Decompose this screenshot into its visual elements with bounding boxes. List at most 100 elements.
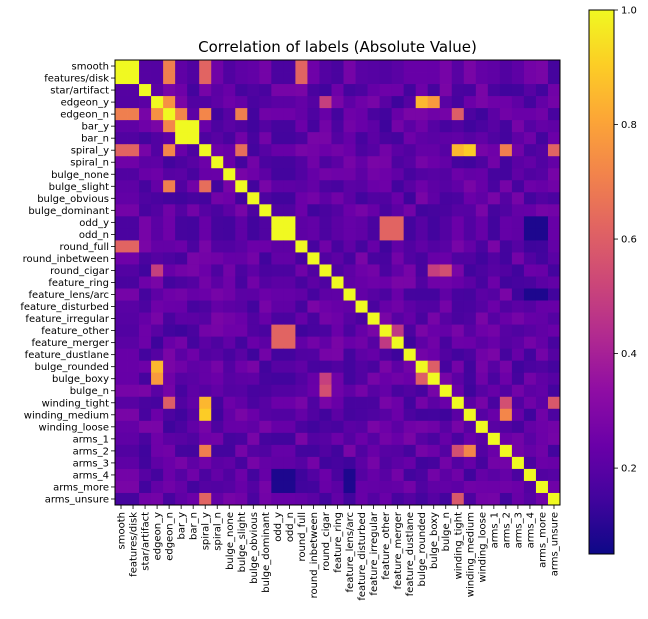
heatmap-cell: [187, 108, 200, 121]
heatmap-cell: [391, 276, 405, 289]
heatmap-cell: [319, 168, 332, 181]
heatmap-cell: [535, 216, 549, 229]
heatmap-cell: [139, 180, 152, 193]
heatmap-cell: [307, 312, 320, 325]
heatmap-cell: [451, 204, 465, 217]
y-tick-label: spiral_n: [70, 158, 109, 169]
x-tick-label: feature_dustlane: [405, 512, 416, 596]
heatmap-cell: [523, 444, 537, 458]
heatmap-cell: [427, 348, 441, 362]
heatmap-cell: [139, 252, 152, 265]
heatmap-cell: [199, 444, 212, 458]
heatmap-cell: [379, 84, 393, 97]
heatmap-cell: [295, 204, 308, 217]
heatmap-cell: [415, 84, 429, 97]
heatmap-cell: [511, 120, 525, 133]
heatmap-cell: [283, 72, 296, 85]
heatmap-cell: [319, 420, 332, 434]
heatmap-cell: [235, 456, 248, 470]
heatmap-cell: [379, 108, 393, 121]
heatmap-cell: [535, 192, 549, 205]
heatmap-cell: [331, 84, 344, 97]
heatmap-cell: [511, 348, 525, 362]
heatmap-cell: [547, 372, 561, 386]
chart-title: Correlation of labels (Absolute Value): [198, 38, 477, 56]
heatmap-cell: [403, 264, 417, 277]
heatmap-cell: [343, 468, 356, 482]
heatmap-cell: [511, 324, 525, 338]
heatmap-cell: [331, 132, 344, 145]
heatmap-cell: [499, 492, 513, 506]
heatmap-cell: [415, 420, 429, 434]
heatmap-cell: [319, 492, 332, 506]
heatmap-cell: [223, 396, 236, 410]
heatmap-cell: [331, 180, 344, 193]
heatmap-cell: [115, 384, 128, 398]
x-tick-label: feature_lens/arc: [345, 512, 356, 592]
y-tick-label: bulge_slight: [49, 182, 109, 193]
heatmap-cell: [439, 372, 453, 386]
heatmap-cell: [511, 276, 525, 289]
heatmap-cell: [391, 300, 405, 313]
heatmap-cell: [271, 60, 284, 73]
heatmap-cell: [523, 120, 537, 133]
heatmap-cell: [367, 372, 380, 386]
heatmap-cell: [139, 360, 152, 374]
heatmap-cell: [163, 432, 176, 446]
heatmap-cell: [283, 216, 296, 229]
heatmap-cell: [475, 168, 489, 181]
heatmap-cell: [439, 360, 453, 374]
heatmap-cell: [367, 108, 380, 121]
heatmap-cell: [355, 372, 368, 386]
heatmap-cell: [139, 84, 152, 97]
heatmap-cell: [547, 120, 561, 133]
heatmap-cell: [319, 180, 332, 193]
heatmap-cell: [175, 192, 188, 205]
heatmap-cell: [379, 168, 393, 181]
heatmap-cell: [499, 252, 513, 265]
heatmap-cell: [247, 384, 260, 398]
y-tick-label: feature_lens/arc: [29, 290, 109, 301]
heatmap-cell: [307, 216, 320, 229]
y-tick-label: winding_loose: [39, 422, 109, 433]
x-tick-label: bulge_n: [441, 512, 452, 551]
colorbar-tick-label: 0.2: [621, 464, 637, 475]
heatmap-cell: [175, 108, 188, 121]
heatmap-cell: [427, 432, 441, 446]
heatmap-cell: [199, 132, 212, 145]
heatmap-cell: [451, 72, 465, 85]
heatmap-cell: [199, 480, 212, 494]
heatmap-cell: [463, 228, 477, 241]
heatmap-cell: [535, 336, 549, 350]
heatmap-cell: [307, 408, 320, 422]
plot-frame: [114, 59, 561, 506]
heatmap-cell: [535, 432, 549, 446]
heatmap-cell: [367, 204, 380, 217]
heatmap-cell: [547, 204, 561, 217]
heatmap-cell: [139, 372, 152, 386]
heatmap-cell: [415, 480, 429, 494]
heatmap-cell: [127, 144, 140, 157]
heatmap-cell: [511, 168, 525, 181]
heatmap-cell: [175, 60, 188, 73]
heatmap-cell: [523, 252, 537, 265]
heatmap-cell: [415, 384, 429, 398]
heatmap-cell: [415, 72, 429, 85]
heatmap-cell: [175, 120, 188, 133]
heatmap-cell: [463, 168, 477, 181]
heatmap-cell: [343, 300, 356, 313]
heatmap-cell: [343, 384, 356, 398]
x-tick-label: spiral_n: [213, 512, 224, 551]
heatmap-cell: [163, 348, 176, 362]
heatmap-cell: [175, 480, 188, 494]
heatmap-cell: [319, 480, 332, 494]
heatmap-cell: [367, 264, 380, 277]
heatmap-cell: [127, 360, 140, 374]
heatmap-cell: [235, 84, 248, 97]
heatmap-cell: [511, 72, 525, 85]
heatmap-cell: [319, 312, 332, 325]
heatmap-cell: [319, 276, 332, 289]
heatmap-cell: [283, 204, 296, 217]
heatmap-cell: [151, 180, 164, 193]
heatmap-cell: [307, 372, 320, 386]
